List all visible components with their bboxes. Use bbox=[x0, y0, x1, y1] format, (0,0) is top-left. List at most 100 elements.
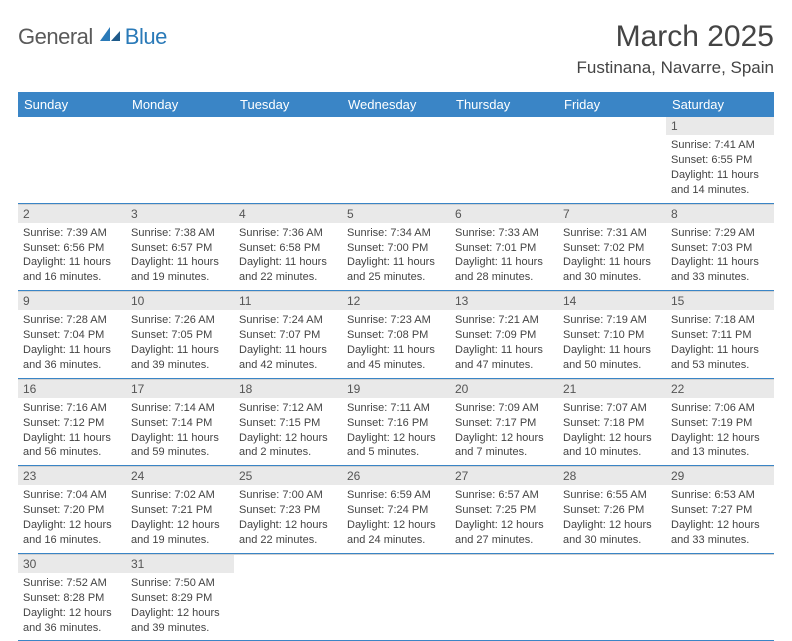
sunset-text: Sunset: 7:15 PM bbox=[239, 416, 337, 431]
day-number: 1 bbox=[666, 117, 774, 135]
day-header: Saturday bbox=[666, 92, 774, 117]
calendar-day: 19Sunrise: 7:11 AMSunset: 7:16 PMDayligh… bbox=[342, 379, 450, 466]
sunrise-text: Sunrise: 7:07 AM bbox=[563, 401, 661, 416]
calendar-day: 20Sunrise: 7:09 AMSunset: 7:17 PMDayligh… bbox=[450, 379, 558, 466]
sunrise-text: Sunrise: 7:28 AM bbox=[23, 313, 121, 328]
sunset-text: Sunset: 7:16 PM bbox=[347, 416, 445, 431]
location-text: Fustinana, Navarre, Spain bbox=[577, 58, 775, 78]
sunset-text: Sunset: 6:56 PM bbox=[23, 241, 121, 256]
calendar-empty bbox=[558, 554, 666, 641]
daylight-text: Daylight: 12 hours and 10 minutes. bbox=[563, 431, 661, 461]
day-number: 10 bbox=[126, 292, 234, 310]
calendar-day: 5Sunrise: 7:34 AMSunset: 7:00 PMDaylight… bbox=[342, 204, 450, 291]
logo-text-dark: General bbox=[18, 24, 93, 50]
logo: General Blue bbox=[18, 24, 167, 50]
calendar-empty bbox=[450, 554, 558, 641]
sunset-text: Sunset: 7:05 PM bbox=[131, 328, 229, 343]
day-number: 17 bbox=[126, 380, 234, 398]
calendar-day: 7Sunrise: 7:31 AMSunset: 7:02 PMDaylight… bbox=[558, 204, 666, 291]
calendar-day: 12Sunrise: 7:23 AMSunset: 7:08 PMDayligh… bbox=[342, 291, 450, 378]
calendar-week: 2Sunrise: 7:39 AMSunset: 6:56 PMDaylight… bbox=[18, 204, 774, 292]
day-number: 21 bbox=[558, 380, 666, 398]
calendar-day: 16Sunrise: 7:16 AMSunset: 7:12 PMDayligh… bbox=[18, 379, 126, 466]
day-number: 13 bbox=[450, 292, 558, 310]
sunrise-text: Sunrise: 7:09 AM bbox=[455, 401, 553, 416]
calendar-day: 9 Sunrise: 7:28 AMSunset: 7:04 PMDaylight… bbox=[18, 291, 126, 378]
calendar-day: 15Sunrise: 7:18 AMSunset: 7:11 PMDayligh… bbox=[666, 291, 774, 378]
calendar-day: 29Sunrise: 6:53 AMSunset: 7:27 PMDayligh… bbox=[666, 466, 774, 553]
sunset-text: Sunset: 7:19 PM bbox=[671, 416, 769, 431]
calendar-day: 13Sunrise: 7:21 AMSunset: 7:09 PMDayligh… bbox=[450, 291, 558, 378]
day-number: 9 bbox=[18, 292, 126, 310]
calendar-day: 26Sunrise: 6:59 AMSunset: 7:24 PMDayligh… bbox=[342, 466, 450, 553]
calendar-day: 11Sunrise: 7:24 AMSunset: 7:07 PMDayligh… bbox=[234, 291, 342, 378]
sunset-text: Sunset: 7:18 PM bbox=[563, 416, 661, 431]
calendar-week: 23Sunrise: 7:04 AMSunset: 7:20 PMDayligh… bbox=[18, 466, 774, 554]
calendar-day: 23Sunrise: 7:04 AMSunset: 7:20 PMDayligh… bbox=[18, 466, 126, 553]
sunset-text: Sunset: 7:04 PM bbox=[23, 328, 121, 343]
daylight-text: Daylight: 12 hours and 36 minutes. bbox=[23, 606, 121, 636]
daylight-text: Daylight: 12 hours and 5 minutes. bbox=[347, 431, 445, 461]
calendar-week: 1 Sunrise: 7:41 AMSunset: 6:55 PMDaylight… bbox=[18, 117, 774, 204]
sunset-text: Sunset: 7:02 PM bbox=[563, 241, 661, 256]
sunset-text: Sunset: 7:21 PM bbox=[131, 503, 229, 518]
day-header: Friday bbox=[558, 92, 666, 117]
sunset-text: Sunset: 7:25 PM bbox=[455, 503, 553, 518]
sunset-text: Sunset: 6:58 PM bbox=[239, 241, 337, 256]
sunset-text: Sunset: 7:07 PM bbox=[239, 328, 337, 343]
sunrise-text: Sunrise: 7:33 AM bbox=[455, 226, 553, 241]
calendar-day: 25Sunrise: 7:00 AMSunset: 7:23 PMDayligh… bbox=[234, 466, 342, 553]
day-number: 5 bbox=[342, 205, 450, 223]
calendar-empty bbox=[342, 554, 450, 641]
calendar-empty bbox=[342, 117, 450, 203]
sunset-text: Sunset: 7:17 PM bbox=[455, 416, 553, 431]
sunrise-text: Sunrise: 7:04 AM bbox=[23, 488, 121, 503]
daylight-text: Daylight: 12 hours and 39 minutes. bbox=[131, 606, 229, 636]
sunset-text: Sunset: 7:09 PM bbox=[455, 328, 553, 343]
day-header: Wednesday bbox=[342, 92, 450, 117]
sunrise-text: Sunrise: 6:59 AM bbox=[347, 488, 445, 503]
day-number: 11 bbox=[234, 292, 342, 310]
daylight-text: Daylight: 11 hours and 36 minutes. bbox=[23, 343, 121, 373]
day-number: 30 bbox=[18, 555, 126, 573]
header: General Blue March 2025 Fustinana, Navar… bbox=[18, 20, 774, 78]
sunset-text: Sunset: 7:01 PM bbox=[455, 241, 553, 256]
daylight-text: Daylight: 11 hours and 47 minutes. bbox=[455, 343, 553, 373]
sunset-text: Sunset: 6:55 PM bbox=[671, 153, 769, 168]
sunrise-text: Sunrise: 6:57 AM bbox=[455, 488, 553, 503]
sunrise-text: Sunrise: 7:19 AM bbox=[563, 313, 661, 328]
sunset-text: Sunset: 8:28 PM bbox=[23, 591, 121, 606]
daylight-text: Daylight: 11 hours and 16 minutes. bbox=[23, 255, 121, 285]
calendar-empty bbox=[666, 554, 774, 641]
day-number: 24 bbox=[126, 467, 234, 485]
calendar-day: 6Sunrise: 7:33 AMSunset: 7:01 PMDaylight… bbox=[450, 204, 558, 291]
day-number: 23 bbox=[18, 467, 126, 485]
calendar-week: 30Sunrise: 7:52 AMSunset: 8:28 PMDayligh… bbox=[18, 554, 774, 641]
daylight-text: Daylight: 11 hours and 30 minutes. bbox=[563, 255, 661, 285]
calendar-empty bbox=[18, 117, 126, 203]
daylight-text: Daylight: 12 hours and 16 minutes. bbox=[23, 518, 121, 548]
sunrise-text: Sunrise: 7:12 AM bbox=[239, 401, 337, 416]
daylight-text: Daylight: 12 hours and 22 minutes. bbox=[239, 518, 337, 548]
day-number: 6 bbox=[450, 205, 558, 223]
sunrise-text: Sunrise: 7:24 AM bbox=[239, 313, 337, 328]
sunrise-text: Sunrise: 7:11 AM bbox=[347, 401, 445, 416]
title-block: March 2025 Fustinana, Navarre, Spain bbox=[577, 20, 775, 78]
sunrise-text: Sunrise: 6:55 AM bbox=[563, 488, 661, 503]
day-number: 22 bbox=[666, 380, 774, 398]
sunset-text: Sunset: 6:57 PM bbox=[131, 241, 229, 256]
sunset-text: Sunset: 7:03 PM bbox=[671, 241, 769, 256]
sunset-text: Sunset: 7:27 PM bbox=[671, 503, 769, 518]
daylight-text: Daylight: 11 hours and 14 minutes. bbox=[671, 168, 769, 198]
sunrise-text: Sunrise: 7:26 AM bbox=[131, 313, 229, 328]
sail-icon bbox=[98, 25, 122, 48]
day-number: 29 bbox=[666, 467, 774, 485]
sunrise-text: Sunrise: 7:41 AM bbox=[671, 138, 769, 153]
day-number: 26 bbox=[342, 467, 450, 485]
sunset-text: Sunset: 8:29 PM bbox=[131, 591, 229, 606]
sunrise-text: Sunrise: 7:52 AM bbox=[23, 576, 121, 591]
day-number: 27 bbox=[450, 467, 558, 485]
daylight-text: Daylight: 11 hours and 22 minutes. bbox=[239, 255, 337, 285]
calendar-day: 17Sunrise: 7:14 AMSunset: 7:14 PMDayligh… bbox=[126, 379, 234, 466]
sunrise-text: Sunrise: 7:38 AM bbox=[131, 226, 229, 241]
